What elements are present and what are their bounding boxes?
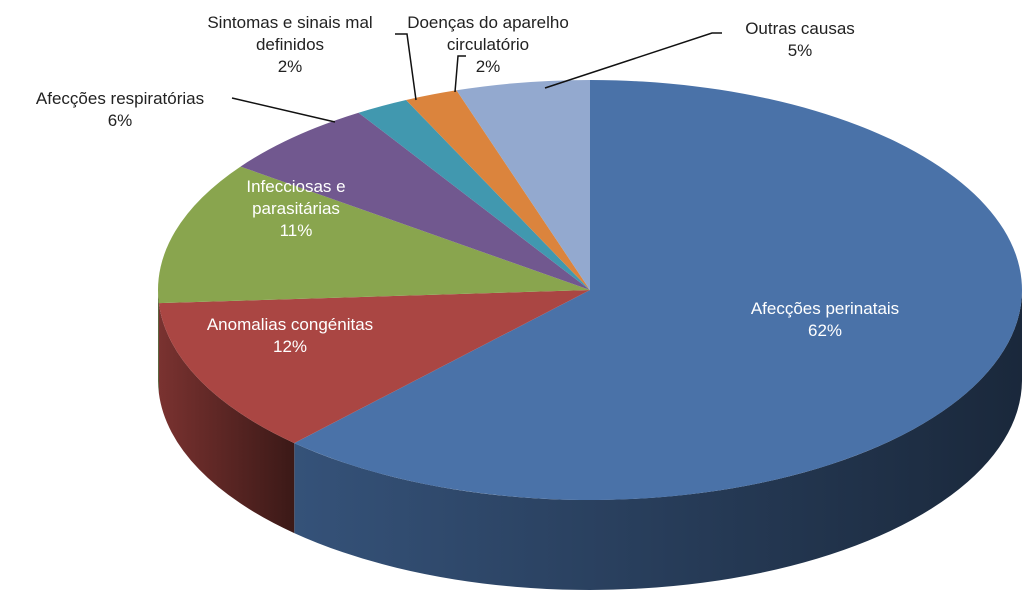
leader-line (231, 97, 336, 123)
category-label: Outras causas (745, 19, 855, 38)
value-label: 62% (807, 321, 843, 340)
category-label: Infecciosas e parasitárias (246, 177, 346, 218)
slice (240, 112, 591, 291)
slice-label: Outras causas 5% (715, 18, 885, 62)
slice-label: Anomalias congénitas 12% (170, 314, 410, 358)
category-label: Sintomas e sinais mal definidos (207, 13, 373, 54)
slice (456, 80, 590, 290)
category-label: Afecções perinatais (750, 299, 900, 318)
value-label: 11% (279, 221, 313, 240)
value-label: 2% (277, 57, 303, 76)
slice (358, 99, 590, 290)
leader-line (395, 33, 417, 101)
leader-line (544, 32, 722, 89)
slice-label: Doenças do aparelho circulatório 2% (388, 12, 588, 78)
value-label: 2% (475, 57, 501, 76)
slice-label: Sintomas e sinais mal definidos 2% (180, 12, 400, 78)
slice-side (158, 290, 159, 394)
slice (158, 290, 590, 444)
category-label: Afecções respiratórias (35, 89, 205, 108)
category-label: Anomalias congénitas (206, 315, 374, 334)
slice-label: Afecções respiratórias 6% (0, 88, 240, 132)
slice (294, 80, 1022, 500)
slice (406, 90, 590, 290)
leader-line (454, 55, 466, 93)
slice-side (294, 290, 1022, 590)
slice-label: Afecções perinatais 62% (695, 298, 955, 342)
slice-side (158, 303, 295, 534)
category-label: Doenças do aparelho circulatório (407, 13, 569, 54)
value-label: 6% (107, 111, 133, 130)
slice (157, 166, 590, 304)
value-label: 12% (272, 337, 308, 356)
value-label: 5% (787, 41, 813, 60)
slice-label: Infecciosas e parasitárias 11% (216, 176, 376, 242)
